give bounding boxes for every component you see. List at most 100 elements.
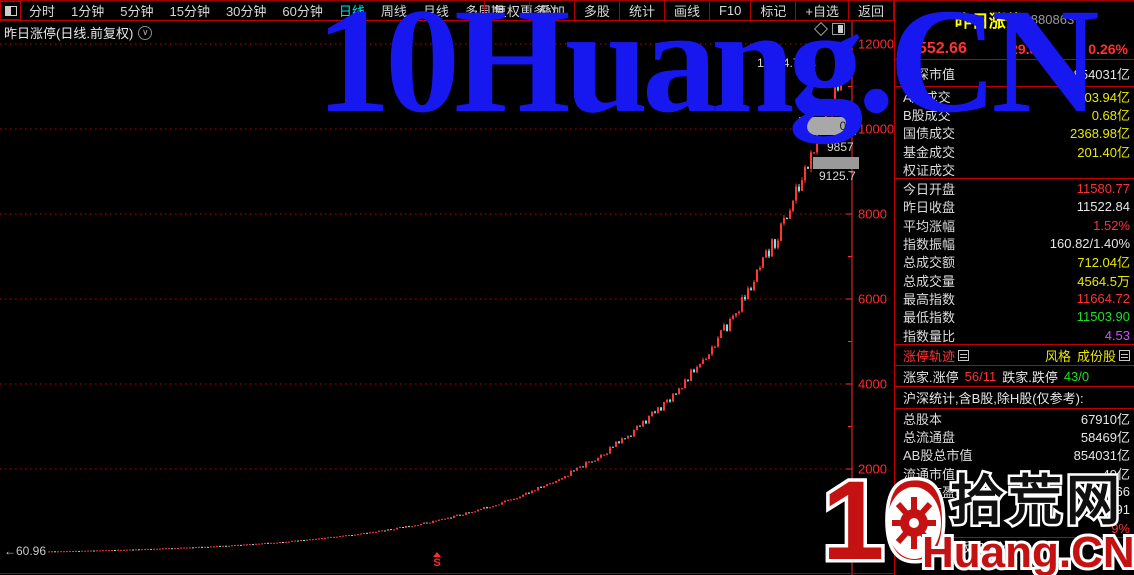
decliners-value: 43/0	[1063, 368, 1090, 384]
table-icon[interactable]	[958, 349, 970, 361]
panel-row: 9%	[895, 519, 1134, 537]
index-name: 昨日涨停	[954, 12, 1023, 31]
stats-section-header: 沪深统计,含B股,除H股(仅参考):	[903, 391, 1084, 407]
svg-text:6000: 6000	[858, 292, 887, 307]
limit-up-track-row: 涨停轨迹 风格 成份股	[895, 345, 1134, 365]
period-tab-1分钟[interactable]: 1分钟	[71, 4, 105, 19]
turnover-rows: A股成交 4903.94亿 B股成交 0.68亿 国债成交 2368.98亿 基金成交 201…	[895, 87, 1134, 178]
panel-header[interactable]: 昨日涨停 880863	[895, 1, 1134, 38]
toolbar-button-复权[interactable]: 复权	[483, 1, 529, 20]
chart-title: 昨日涨停(日线.前复权) ∨	[4, 23, 153, 42]
row-label: 总成交量	[903, 273, 956, 289]
limit-up-track-link[interactable]: 涨停轨迹	[903, 348, 956, 364]
panel-row: 总股本 67910亿	[895, 409, 1134, 427]
split-screen-icon	[4, 5, 17, 16]
panel-row: 昨日收盘 11522.84	[895, 198, 1134, 216]
panel-row: 国债成交 2368.98亿	[895, 124, 1134, 142]
row-label: AB股总市值	[903, 448, 973, 464]
period-tab-60分钟[interactable]: 60分钟	[282, 4, 323, 19]
period-tab-更多 〉[interactable]: 更多 〉	[519, 4, 563, 19]
divider	[895, 386, 1134, 388]
toolbar-button-画线[interactable]: 画线	[663, 1, 709, 20]
diamond-icon[interactable]	[813, 21, 829, 37]
row-value: 1.52%	[1093, 217, 1130, 233]
toolbar-button-F10[interactable]: F10	[708, 1, 750, 20]
price-change: 29.82	[1010, 40, 1046, 57]
chevron-down-icon[interactable]: ∨	[138, 25, 153, 40]
row-label: 指数量比	[903, 328, 956, 344]
row-value: 9%	[1111, 520, 1130, 536]
row-value: 854031亿	[1073, 66, 1130, 82]
row-label: 沪深市值	[903, 66, 956, 82]
row-value: 11580.77	[1076, 181, 1130, 197]
period-tab-月线[interactable]: 月线	[422, 4, 449, 19]
series-start-annotation: ←60.96	[4, 544, 47, 558]
row-value: 201.40亿	[1077, 144, 1130, 160]
divider	[895, 537, 1134, 539]
toolbar-actions: 复权 叠加 多股 统计 画线 F10 标记 +自选 返回	[483, 1, 894, 20]
index-info-panel: 昨日涨停 880863 11552.66 29.82 0.26% 沪深市值 854…	[894, 1, 1134, 575]
row-value: 11503.90	[1076, 309, 1130, 325]
divider	[895, 59, 1134, 60]
layout-toggle-icon[interactable]	[0, 1, 21, 20]
members-link[interactable]: 成份股	[1076, 348, 1116, 364]
toolbar-button-+自选[interactable]: +自选	[795, 1, 848, 20]
panel-row: 平均市盈率 17.66	[895, 482, 1134, 500]
chart-mini-toolbar	[813, 21, 845, 37]
panel-row: 基金成交 201.40亿	[895, 142, 1134, 160]
toolbar-button-统计[interactable]: 统计	[618, 1, 664, 20]
toolbar-button-多股[interactable]: 多股	[573, 1, 619, 20]
price-tag-box: 02	[799, 117, 856, 135]
toolbar-button-标记[interactable]: 标记	[750, 1, 795, 20]
row-label: 基金成交	[903, 144, 956, 160]
divider	[895, 86, 1134, 87]
signal-marker-s: S	[430, 552, 444, 569]
period-tab-周线[interactable]: 周线	[380, 4, 407, 19]
quote-rows: 今日开盘 11580.77 昨日收盘 11522.84 平均涨幅 1.52% 指数振幅 160…	[895, 179, 1134, 344]
row-value: 0.68亿	[1091, 107, 1130, 123]
divider	[895, 178, 1134, 180]
row-value: 4564.5万	[1077, 273, 1130, 289]
period-tab-日线[interactable]: 日线	[338, 4, 365, 19]
svg-text:4000: 4000	[858, 377, 887, 392]
row-value: 58469亿	[1080, 430, 1130, 446]
row-value: 4903.94亿	[1070, 89, 1130, 105]
panel-row: AB股总市值 854031亿	[895, 446, 1134, 464]
panel-row: 平均涨幅 1.52%	[895, 216, 1134, 234]
panel-row: 权证成交	[895, 160, 1134, 178]
high-value-annotation: 11664.72→	[757, 56, 819, 70]
panel-row: 今日开盘 11580.77	[895, 179, 1134, 197]
divider	[895, 344, 1134, 346]
period-tab-30分钟[interactable]: 30分钟	[225, 4, 267, 19]
row-label: B股成交	[903, 107, 951, 123]
period-tab-5分钟[interactable]: 5分钟	[120, 4, 154, 19]
panel-row: B股成交 0.68亿	[895, 105, 1134, 123]
row-label: 总流通盘	[903, 430, 956, 446]
table-icon[interactable]	[1119, 349, 1130, 361]
toolbar-button-叠加[interactable]: 叠加	[528, 1, 574, 20]
stats-rows: 总股本 67910亿 总流通盘 58469亿 AB股总市值 854031亿 流通市值 49亿平…	[895, 409, 1134, 537]
row-value: 17.66	[1097, 483, 1130, 499]
panel-split-icon[interactable]	[832, 23, 845, 35]
prior-high-annotation-9125: 9125.7	[819, 169, 856, 183]
row-label: 权证成交	[903, 162, 956, 178]
advancers-decliners-row: 涨家.涨停 56/11 跌家.跌停 43/0	[895, 366, 1134, 386]
panel-row: 总流通盘 58469亿	[895, 427, 1134, 445]
period-tab-分时[interactable]: 分时	[29, 4, 56, 19]
yellow-tick-mark	[843, 57, 852, 60]
chart-bottom-border	[0, 573, 894, 574]
row-value: 67910亿	[1080, 411, 1130, 427]
period-tab-15分钟[interactable]: 15分钟	[169, 4, 210, 19]
last-price: 11552.66	[901, 39, 967, 57]
row-label: 总股本	[903, 411, 943, 427]
toolbar-button-返回[interactable]: 返回	[847, 1, 894, 20]
style-link[interactable]: 风格	[1044, 348, 1071, 364]
panel-row: 指数振幅 160.82/1.40%	[895, 234, 1134, 252]
up-triangle-icon	[433, 552, 441, 557]
price-tag-box-2	[813, 157, 859, 169]
svg-text:8000: 8000	[858, 207, 887, 222]
index-code: 880863	[1030, 12, 1075, 27]
row-label: 最高指数	[903, 291, 956, 307]
row-value: 4.53	[1104, 327, 1130, 343]
